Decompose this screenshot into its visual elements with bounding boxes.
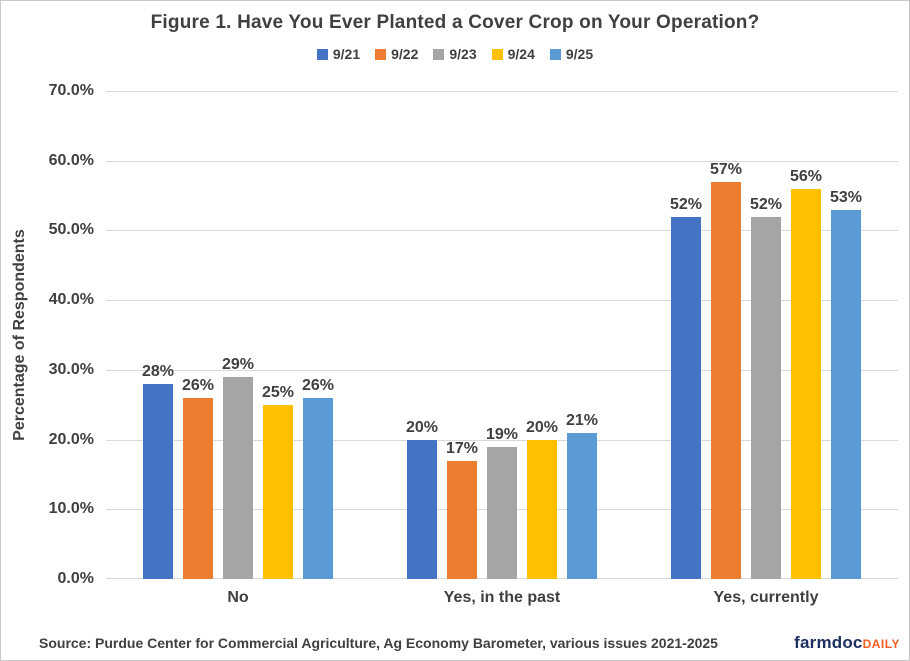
bar-9-23: 29% xyxy=(222,356,254,579)
bar-9-21: 52% xyxy=(670,196,702,579)
bar-value-label: 25% xyxy=(261,383,295,401)
legend-item-9-25: 9/25 xyxy=(549,46,594,62)
bar-group: 20% 17% 19% 20% 21% xyxy=(370,91,634,579)
chart-footer: Source: Purdue Center for Commercial Agr… xyxy=(39,633,900,653)
legend-item-9-23: 9/23 xyxy=(433,46,477,62)
bar-group: 28% 26% 29% 25% 26% xyxy=(106,91,370,579)
bar-value-label: 19% xyxy=(485,425,519,443)
legend-swatch xyxy=(375,48,387,60)
gridline xyxy=(106,91,898,92)
bar-group: 52% 57% 52% 56% 53% xyxy=(634,91,898,579)
legend-swatch xyxy=(316,48,328,60)
legend-label: 9/21 xyxy=(332,46,361,62)
legend-label: 9/23 xyxy=(449,46,477,62)
bar-9-25: 53% xyxy=(830,189,862,579)
gridline xyxy=(106,300,898,302)
bar-9-22: 26% xyxy=(182,377,214,579)
bar-9-25: 21% xyxy=(566,412,598,579)
category-label: Yes, in the past xyxy=(443,589,561,606)
bar-9-21: 28% xyxy=(142,363,174,579)
bar-9-24: 25% xyxy=(262,384,294,579)
legend-swatch xyxy=(549,48,561,60)
bar-9-24: 20% xyxy=(526,419,558,579)
bar-value-label: 29% xyxy=(221,355,255,373)
bar-9-21: 20% xyxy=(406,419,438,579)
legend-label: 9/25 xyxy=(565,46,594,62)
source-note: Source: Purdue Center for Commercial Agr… xyxy=(39,635,718,651)
legend-label: 9/24 xyxy=(507,46,535,62)
logo-farmdoc-text: farmdoc xyxy=(794,633,863,652)
y-tick-label: 60.0% xyxy=(48,151,94,169)
category-label: Yes, currently xyxy=(713,589,819,606)
bar-value-label: 20% xyxy=(525,418,559,436)
legend-swatch xyxy=(491,48,503,60)
y-tick-label: 70.0% xyxy=(48,82,94,99)
gridline xyxy=(106,369,898,371)
y-tick-label: 50.0% xyxy=(48,221,94,239)
gridline xyxy=(106,439,898,441)
category-axis: No Yes, in the past Yes, currently xyxy=(106,589,898,607)
bar-value-label: 28% xyxy=(141,362,175,380)
y-tick-label: 0.0% xyxy=(57,570,94,587)
gridline xyxy=(106,160,898,162)
bar-9-24: 56% xyxy=(790,168,822,579)
legend-item-9-21: 9/21 xyxy=(316,46,361,62)
bar-value-label: 17% xyxy=(445,439,479,457)
bar-value-label: 52% xyxy=(749,195,783,213)
bar-9-25: 26% xyxy=(302,377,334,579)
legend-item-9-24: 9/24 xyxy=(491,46,535,62)
gridline xyxy=(106,230,898,232)
y-tick-label: 20.0% xyxy=(48,430,94,448)
logo-daily-text: DAILY xyxy=(862,637,900,651)
legend: 9/21 9/22 9/23 9/24 9/25 xyxy=(1,46,909,62)
bar-value-label: 52% xyxy=(669,195,703,213)
bar-value-label: 56% xyxy=(789,167,823,185)
legend-label: 9/22 xyxy=(391,46,419,62)
y-tick-label: 30.0% xyxy=(48,360,94,378)
bar-value-label: 57% xyxy=(709,160,743,178)
bar-9-23: 19% xyxy=(486,426,518,579)
bar-value-label: 53% xyxy=(829,188,863,206)
category-label: No xyxy=(227,589,249,606)
bar-value-label: 26% xyxy=(301,376,335,394)
bar-value-label: 20% xyxy=(405,418,439,436)
plot-area: 28% 26% 29% 25% 26% 20% 17% 19% 20% 21% 52% 57% 52% 5… xyxy=(106,91,898,579)
farmdoc-daily-logo: farmdocDAILY xyxy=(794,633,900,653)
bar-value-label: 21% xyxy=(565,411,599,429)
bar-value-label: 26% xyxy=(181,376,215,394)
y-tick-label: 10.0% xyxy=(48,500,94,518)
chart-title: Figure 1. Have You Ever Planted a Cover … xyxy=(150,12,760,33)
legend-item-9-22: 9/22 xyxy=(375,46,418,62)
bar-9-23: 52% xyxy=(750,196,782,579)
bar-9-22: 17% xyxy=(446,440,478,579)
bar-9-22: 57% xyxy=(710,161,742,579)
legend-swatch xyxy=(433,48,445,60)
y-tick-label: 40.0% xyxy=(48,291,94,309)
